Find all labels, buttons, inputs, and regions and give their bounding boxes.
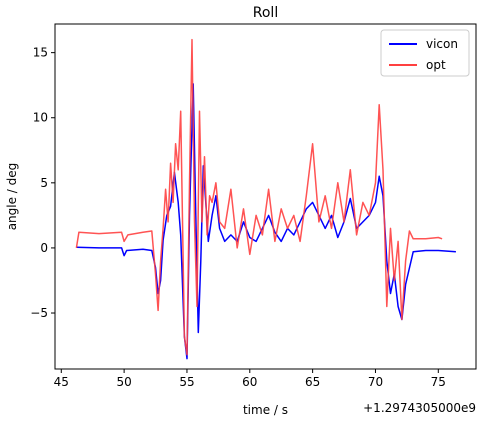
x-tick-label: 55 [179, 375, 194, 389]
y-tick-label: −5 [30, 306, 48, 320]
y-tick-label: 10 [33, 111, 48, 125]
y-tick-label: 5 [40, 176, 48, 190]
y-tick-label: 15 [33, 46, 48, 60]
series-line-opt [75, 38, 443, 356]
legend-label-vicon: vicon [426, 37, 458, 51]
series-line-vicon [76, 83, 456, 360]
y-axis-label: angle / deg [5, 163, 19, 231]
x-tick-label: 50 [116, 375, 131, 389]
x-tick-label: 70 [368, 375, 383, 389]
x-tick-label: 75 [431, 375, 446, 389]
x-tick-label: 60 [242, 375, 257, 389]
axis-ticks: 45 50 55 60 65 70 75 −5 0 5 10 15 [30, 46, 446, 389]
x-tick-label: 45 [54, 375, 69, 389]
legend: vicon opt [380, 29, 470, 77]
legend-label-opt: opt [426, 58, 446, 72]
plot-area [75, 38, 456, 360]
y-tick-label: 0 [40, 241, 48, 255]
chart-title: Roll [253, 5, 278, 21]
plot-frame [54, 23, 477, 370]
x-axis-label: time / s [243, 403, 288, 417]
x-tick-label: 65 [305, 375, 320, 389]
x-offset-label: +1.2974305000e9 [363, 401, 476, 415]
